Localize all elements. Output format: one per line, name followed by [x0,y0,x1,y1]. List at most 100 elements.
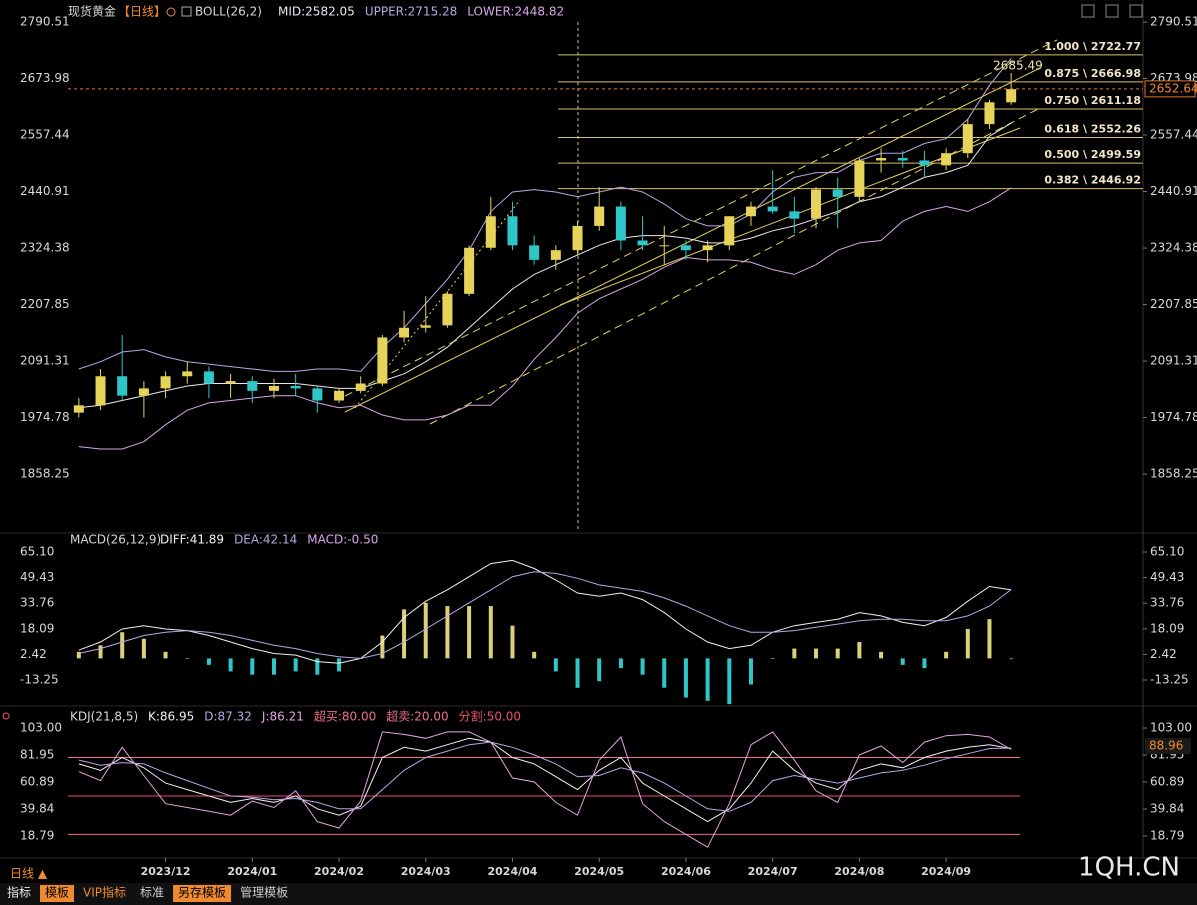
candle-body [485,216,496,248]
candle-body [702,245,713,251]
candle-body [268,385,279,391]
indicator-icon[interactable] [181,6,192,17]
legend-entry: D:87.32 [204,710,252,724]
legend-entry: DEA:42.14 [234,533,297,547]
candle-body [399,327,410,338]
macd-bar [987,619,992,659]
tab[interactable]: 指标 [7,885,31,900]
candle-body [615,206,626,241]
y-tick-label: 65.10 [20,545,54,559]
candle-body [355,383,366,391]
legend-entry: LOWER:2448.82 [467,5,564,19]
macd-bar [445,606,450,659]
candle-body [203,371,214,384]
candle-body [73,405,84,413]
legend-entry: MACD:-0.50 [307,533,378,547]
legend-entry: MID:2582.05 [278,5,355,19]
y-tick-label: 18.79 [1150,828,1184,842]
macd-bar [597,658,602,682]
macd-bar [879,651,884,659]
tab-bar [0,883,1197,905]
indicator-name: MACD(26,12,9) [70,533,161,547]
y-tick-label: 2091.31 [20,354,70,368]
indicator-name: KDJ(21,8,5) [70,710,138,724]
macd-bar [315,658,320,675]
candle-body [811,189,822,219]
fib-label: 0.500 \ 2499.59 [1044,148,1141,161]
y-tick-label: 2.42 [20,647,47,661]
candle-body [789,211,800,219]
y-tick-label: 2673.98 [20,71,70,85]
y-tick-label: 2091.31 [1150,354,1197,368]
y-tick-label: 39.84 [1150,801,1184,815]
fib-label: 0.618 \ 2552.26 [1044,123,1141,136]
y-tick-label: 2440.91 [20,184,70,198]
candle-body [117,376,128,396]
toolbar-button[interactable] [1105,4,1119,18]
candle-body [659,245,670,247]
macd-bar [727,658,732,705]
y-tick-label: 81.95 [20,748,54,762]
candle-body [529,245,540,260]
settings-icon[interactable] [166,7,176,17]
macd-bar [380,635,385,659]
tab[interactable]: 另存模板 [178,886,226,900]
tab[interactable]: 标准 [140,886,164,900]
macd-bar [575,658,580,688]
indicator-line [78,571,1012,659]
macd-bar [1009,658,1014,660]
x-tick-label: 2024/04 [488,865,538,878]
tab-background [40,885,75,902]
x-tick-label: 2024/02 [314,865,364,878]
macd-bar [814,648,819,659]
last-marker-label: 88.96 [1149,739,1183,753]
y-tick-label: 1974.78 [20,410,70,424]
x-tick-label: 2024/07 [748,865,798,878]
candle-body [420,325,431,328]
period-selector[interactable]: 日线 ▲ [10,867,48,881]
tab[interactable]: VIP指标 [83,885,126,900]
macd-bar [293,658,298,672]
y-tick-label: 2557.44 [20,128,70,142]
indicator-line [78,741,1012,812]
macd-bar [792,648,797,659]
y-tick-label: 18.09 [20,621,54,635]
macd-bar [922,658,927,669]
candle-body [637,240,648,246]
tab[interactable]: 管理模板 [240,885,288,900]
trend-line [344,39,1058,397]
tab-background [173,885,232,902]
y-tick-label: 2790.51 [1150,15,1197,29]
last-price-label: 2652.64 [1149,81,1197,95]
candle-body [160,376,171,389]
x-tick-label: 2024/05 [574,865,624,878]
y-tick-label: 49.43 [20,570,54,584]
y-tick-label: 49.43 [1150,570,1184,584]
candle-body [832,189,843,197]
x-tick-label: 2024/09 [921,865,971,878]
last-marker-badge [1145,738,1191,755]
candle-body [854,160,865,197]
macd-bar [467,606,472,659]
macd-bar [163,651,168,659]
y-tick-label: 2207.85 [20,297,70,311]
candle-body [984,102,995,125]
period: 【日线】 [118,5,166,19]
y-tick-label: 33.76 [1150,596,1184,610]
macd-bar [553,658,558,672]
macd-bar [76,651,81,659]
y-tick-label: 2790.51 [20,15,70,29]
tab[interactable]: 模板 [45,886,69,900]
fib-label: 1.000 \ 2722.77 [1044,40,1141,53]
toolbar-button[interactable] [1081,4,1095,18]
toolbar-button[interactable] [1129,4,1143,18]
threshold-label: 超买:80.00 [314,709,376,724]
y-tick-label: 2557.44 [1150,128,1197,142]
macd-bar [120,632,125,659]
candle-body [941,153,952,166]
indicator-line [78,187,1012,450]
y-tick-label: 18.09 [1150,621,1184,635]
y-tick-label: 33.76 [20,596,54,610]
